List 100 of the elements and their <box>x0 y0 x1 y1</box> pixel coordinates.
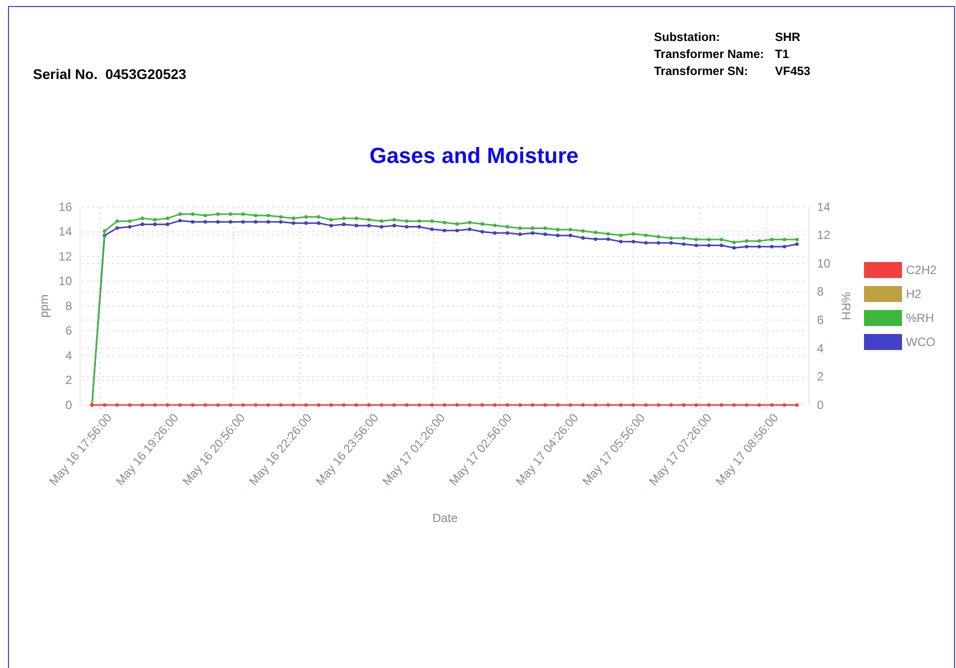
point <box>556 234 560 238</box>
point <box>618 240 623 244</box>
point <box>707 403 711 407</box>
point <box>594 403 598 407</box>
point <box>190 403 194 407</box>
point <box>342 403 346 407</box>
point <box>204 220 208 224</box>
point <box>392 224 396 228</box>
point <box>279 215 283 219</box>
point <box>468 403 472 407</box>
point <box>190 220 194 224</box>
point <box>166 403 170 407</box>
point <box>707 238 711 242</box>
point <box>254 214 258 218</box>
point <box>292 403 296 407</box>
point <box>316 221 320 225</box>
y2-tick-label: 8 <box>817 284 824 299</box>
point <box>254 220 258 224</box>
y2-tick-label: 0 <box>817 398 824 412</box>
point <box>455 403 459 407</box>
point <box>204 214 208 218</box>
point <box>140 216 144 220</box>
point <box>430 227 434 232</box>
point <box>254 403 258 407</box>
point <box>543 403 547 407</box>
point <box>795 403 799 407</box>
point <box>190 212 194 216</box>
point <box>468 227 472 232</box>
y2-tick-label: 10 <box>817 256 831 270</box>
y-tick-label: 8 <box>65 298 72 313</box>
point <box>241 403 245 407</box>
point <box>216 220 220 224</box>
point <box>342 216 346 220</box>
point <box>720 238 724 242</box>
point <box>241 220 245 224</box>
point <box>530 226 534 230</box>
point <box>442 228 446 232</box>
point <box>732 240 736 244</box>
text: Substation: SHR <box>654 30 800 44</box>
point <box>266 403 270 407</box>
point <box>241 212 245 216</box>
point <box>304 215 308 219</box>
point <box>694 238 698 242</box>
point <box>380 225 384 229</box>
point <box>329 218 333 222</box>
point <box>140 222 144 226</box>
point <box>757 403 762 407</box>
point <box>228 212 232 216</box>
point <box>632 240 636 244</box>
y-tick-label: 14 <box>58 224 72 239</box>
chart-title: Gases and Moisture <box>369 143 579 168</box>
y-tick-label: 0 <box>65 398 72 412</box>
point <box>216 403 220 407</box>
point <box>354 216 358 220</box>
point <box>392 218 396 222</box>
point <box>707 244 711 248</box>
point <box>153 222 157 226</box>
point <box>418 225 422 229</box>
point <box>682 236 686 240</box>
point <box>128 219 132 223</box>
point <box>266 214 270 218</box>
point <box>480 230 484 234</box>
point <box>581 236 585 240</box>
point <box>153 403 157 407</box>
point <box>304 403 308 407</box>
point <box>744 244 748 248</box>
point <box>720 403 724 407</box>
text: Transformer SN: VF453 <box>654 64 810 78</box>
x-axis-title: Date <box>432 511 458 525</box>
point <box>480 222 484 226</box>
y2-tick-label: 2 <box>817 370 824 384</box>
point <box>354 224 358 228</box>
point <box>556 228 560 232</box>
point <box>606 237 610 241</box>
point <box>543 232 547 236</box>
point <box>506 403 510 407</box>
point <box>266 220 270 224</box>
point <box>102 229 106 233</box>
point <box>682 242 686 246</box>
y-tick-label: 6 <box>65 324 72 338</box>
point <box>770 244 774 248</box>
point <box>128 225 132 229</box>
point <box>757 239 762 243</box>
point <box>694 403 698 407</box>
y-tick-label: 10 <box>58 274 72 288</box>
point <box>656 234 660 238</box>
point <box>493 231 497 235</box>
point <box>493 403 497 407</box>
point <box>782 244 786 248</box>
point <box>518 226 522 230</box>
point <box>506 231 510 235</box>
point <box>304 221 308 225</box>
y-tick-label: 12 <box>58 249 72 264</box>
point <box>342 222 346 226</box>
point <box>430 403 434 407</box>
point <box>669 403 673 407</box>
point <box>404 225 409 229</box>
y2-tick-label: 12 <box>817 228 831 242</box>
point <box>493 224 497 228</box>
y2-tick-label: 6 <box>817 312 824 327</box>
